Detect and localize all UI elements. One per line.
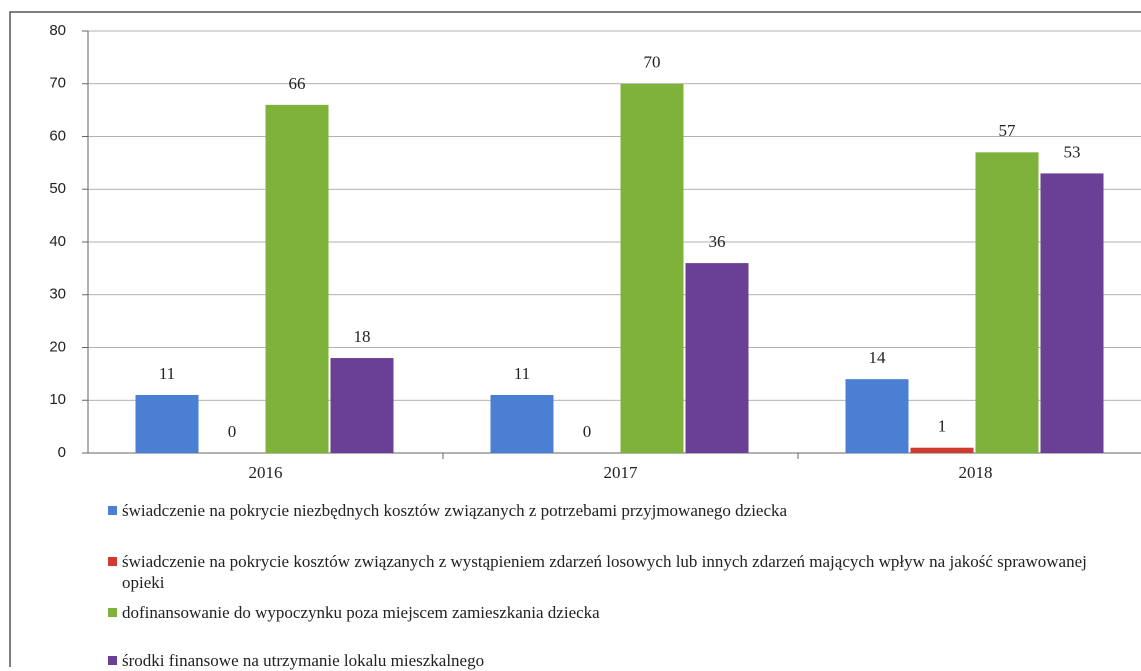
legend-item: środki finansowe na utrzymanie lokalu mi… xyxy=(108,650,1088,671)
value-label: 14 xyxy=(869,348,887,367)
x-tick-label: 2016 xyxy=(249,463,283,482)
bar xyxy=(330,358,394,453)
y-tick-label: 0 xyxy=(58,444,66,461)
bar xyxy=(135,394,199,453)
legend-swatch xyxy=(108,557,117,566)
bar xyxy=(910,447,974,453)
value-label: 70 xyxy=(644,53,661,72)
bar xyxy=(975,152,1039,453)
value-label: 11 xyxy=(514,364,530,383)
x-tick-label: 2017 xyxy=(604,463,639,482)
frame xyxy=(9,11,1141,667)
bar xyxy=(490,394,554,453)
value-label: 11 xyxy=(159,364,175,383)
legend-label: dofinansowanie do wypoczynku poza miejsc… xyxy=(122,603,600,622)
y-tick-label: 10 xyxy=(49,391,66,408)
value-label: 0 xyxy=(228,422,237,441)
legend-label: świadczenie na pokrycie kosztów związany… xyxy=(122,552,1087,592)
bar xyxy=(265,104,329,453)
value-label: 57 xyxy=(999,121,1017,140)
legend-item: świadczenie na pokrycie niezbędnych kosz… xyxy=(108,500,1088,521)
bar xyxy=(620,83,684,453)
value-label: 0 xyxy=(583,422,592,441)
value-label: 18 xyxy=(354,327,371,346)
legend-swatch xyxy=(108,656,117,665)
value-label: 53 xyxy=(1064,142,1081,161)
y-tick-label: 30 xyxy=(49,286,66,303)
bar xyxy=(685,263,749,453)
value-label: 1 xyxy=(938,417,947,436)
bar xyxy=(845,379,909,453)
y-tick-label: 20 xyxy=(49,338,66,355)
y-tick-label: 70 xyxy=(49,75,66,92)
legend-label: świadczenie na pokrycie niezbędnych kosz… xyxy=(122,501,788,520)
legend-swatch xyxy=(108,608,117,617)
y-tick-label: 40 xyxy=(49,233,66,250)
y-tick-label: 60 xyxy=(49,127,66,144)
legend-label: środki finansowe na utrzymanie lokalu mi… xyxy=(122,651,485,670)
legend-swatch xyxy=(108,506,117,515)
value-label: 66 xyxy=(289,74,306,93)
legend-item: dofinansowanie do wypoczynku poza miejsc… xyxy=(108,602,1088,623)
bar xyxy=(1040,173,1104,454)
y-tick-label: 50 xyxy=(49,180,66,197)
x-tick-label: 2018 xyxy=(959,463,993,482)
value-label: 36 xyxy=(709,232,726,251)
y-tick-label: 80 xyxy=(49,22,66,39)
legend-item: świadczenie na pokrycie kosztów związany… xyxy=(108,551,1088,593)
